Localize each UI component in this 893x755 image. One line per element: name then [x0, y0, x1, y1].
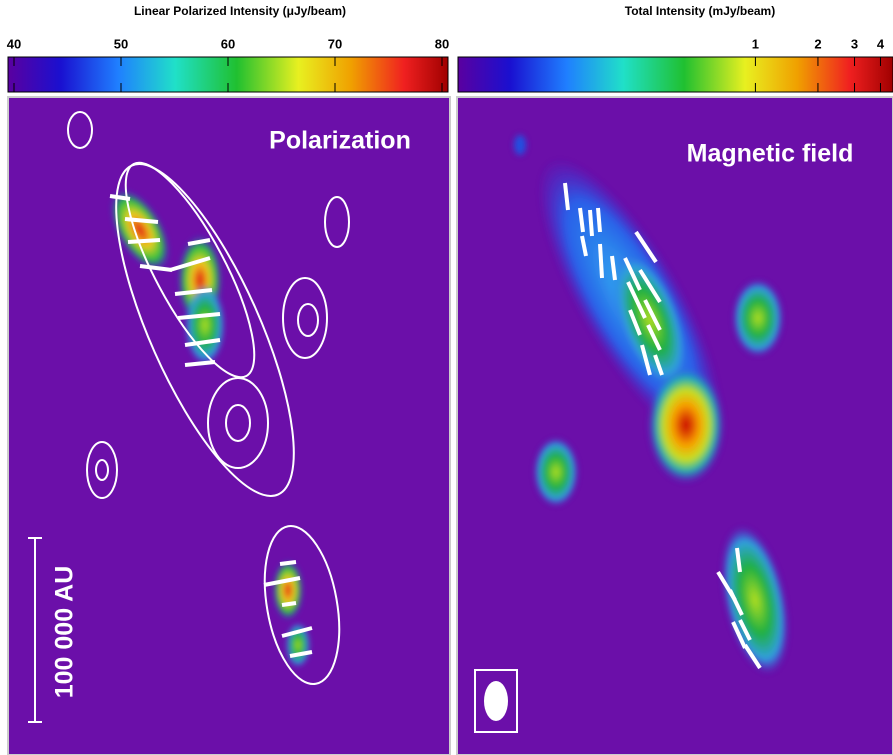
- figure: Linear Polarized Intensity (μJy/beam) To…: [0, 0, 893, 755]
- polarization-panel: Polarization 100 000 AU: [8, 97, 450, 755]
- colorbar-title: Linear Polarized Intensity (μJy/beam): [134, 4, 346, 18]
- scale-bar-label: 100 000 AU: [51, 566, 79, 699]
- colorbar-tick-label: 1: [752, 36, 759, 51]
- colorbar-tick-label: 70: [328, 36, 342, 51]
- colorbar: [458, 57, 893, 92]
- colorbar-tick-label: 80: [435, 36, 449, 51]
- colorbar-tick-label: 40: [7, 36, 21, 51]
- colorbar-tick-label: 4: [877, 36, 885, 51]
- colorbar-tick-label: 60: [221, 36, 235, 51]
- panel-label: Magnetic field: [687, 140, 854, 168]
- colorbar-tick-label: 50: [114, 36, 128, 51]
- magnetic-field-panel: Magnetic field: [457, 97, 893, 755]
- colorbar-title: Total Intensity (mJy/beam): [625, 4, 775, 18]
- panel-label: Polarization: [269, 127, 411, 155]
- colorbar-tick-label: 3: [851, 36, 858, 51]
- colorbar-tick-label: 2: [814, 36, 821, 51]
